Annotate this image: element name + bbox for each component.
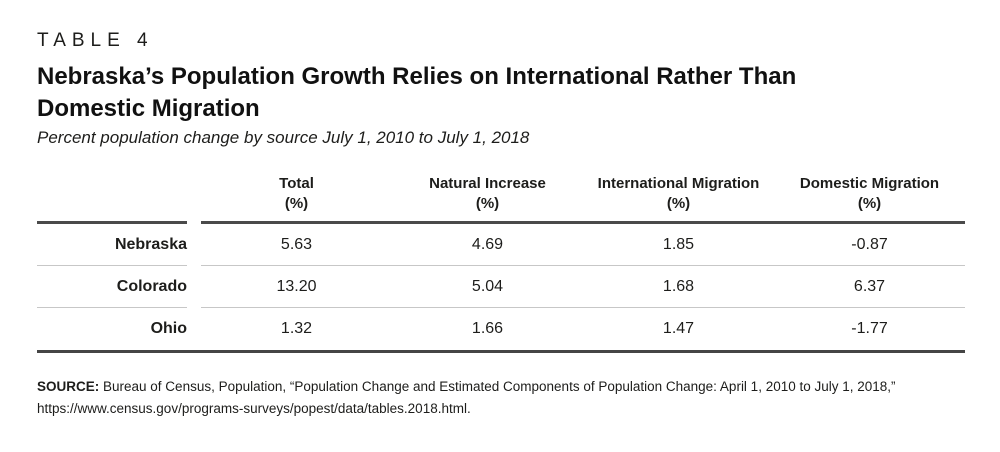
row-label: Ohio [150, 320, 187, 337]
column-header-total: Total (%) [201, 174, 392, 221]
column-header-natural-increase: Natural Increase (%) [392, 174, 583, 221]
data-table: Total (%) Natural Increase (%) Internati… [37, 174, 965, 353]
row-label: Colorado [37, 266, 187, 308]
cell-value: 6.37 [853, 277, 886, 295]
cell-value: 1.32 [280, 320, 313, 337]
page-title: Nebraska’s Population Growth Relies on I… [37, 61, 965, 125]
source-text: Bureau of Census, Population, “Populatio… [37, 379, 896, 416]
column-header-unit: (%) [475, 195, 500, 212]
table-row-colorado: Colorado 13.20 5.04 1.68 6.37 [37, 266, 965, 308]
page-title-line1: Nebraska’s Population Growth Relies on I… [37, 63, 797, 90]
table-row-ohio: Ohio 1.32 1.66 1.47 -1.77 [37, 308, 965, 350]
table-row-nebraska: Nebraska 5.63 4.69 1.85 -0.87 [37, 224, 965, 266]
cell-value: 1.68 [662, 277, 695, 295]
cell-value: 1.66 [471, 320, 504, 337]
source-note: SOURCE: Bureau of Census, Population, “P… [37, 376, 949, 420]
column-header-international-migration: International Migration (%) [583, 174, 774, 221]
row-label: Nebraska [37, 224, 187, 266]
table-header-columns: Total (%) Natural Increase (%) Internati… [201, 174, 965, 224]
column-header-label: Domestic Migration [799, 175, 940, 192]
table-header-spacer [37, 174, 187, 224]
cell-value: 1.85 [662, 235, 695, 253]
column-header-unit: (%) [666, 195, 691, 212]
column-header-domestic-migration: Domestic Migration (%) [774, 174, 965, 221]
cell-value: 4.69 [471, 235, 504, 253]
table-bottom-rule [37, 350, 965, 353]
source-label: SOURCE: [37, 379, 100, 394]
cell-value: -0.87 [851, 235, 888, 253]
row-cells: 5.63 4.69 1.85 -0.87 [201, 224, 965, 266]
cell-value: 13.20 [276, 277, 317, 295]
column-header-label: International Migration [597, 175, 760, 192]
page-title-line2: Domestic Migration [37, 95, 260, 122]
column-header-unit: (%) [857, 195, 882, 212]
cell-value: 5.63 [280, 235, 313, 253]
column-header-label: Total [279, 175, 314, 192]
row-cells: 13.20 5.04 1.68 6.37 [201, 266, 965, 308]
column-header-label: Natural Increase [429, 175, 546, 192]
table-subtitle: Percent population change by source July… [37, 128, 530, 147]
cell-value: 5.04 [471, 277, 504, 295]
table-header-row: Total (%) Natural Increase (%) Internati… [37, 174, 965, 224]
row-cells: 1.32 1.66 1.47 -1.77 [201, 308, 965, 350]
table-number-label: TABLE 4 [37, 30, 154, 51]
cell-value: -1.77 [851, 320, 888, 337]
cell-value: 1.47 [662, 320, 695, 337]
column-header-unit: (%) [284, 195, 309, 212]
